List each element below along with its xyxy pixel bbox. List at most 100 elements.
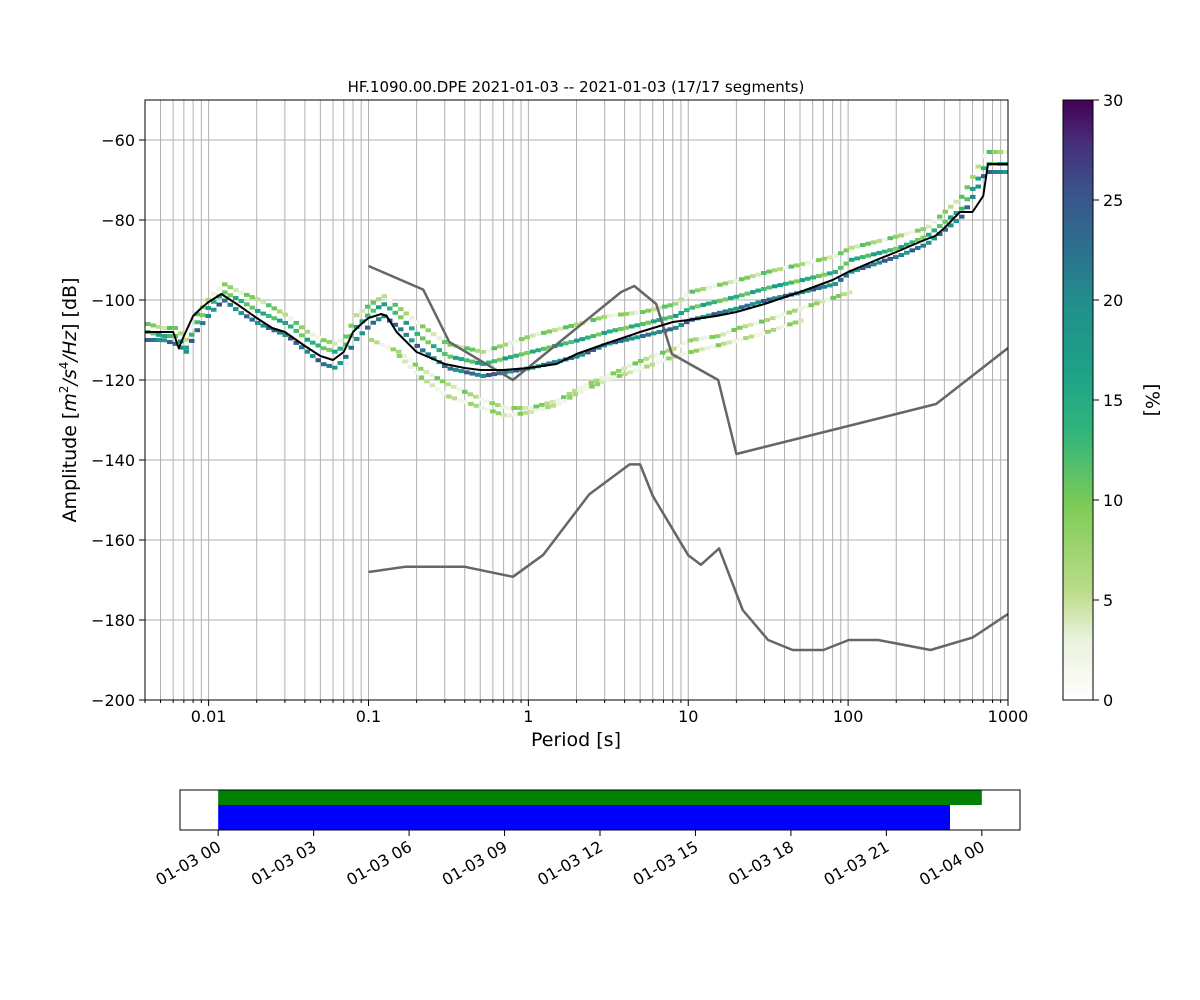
histogram-cell <box>805 260 811 265</box>
time-axis-ticks: 01-03 00 01-03 03 01-03 06 01-03 09 01-03 12… <box>152 830 988 889</box>
histogram-cell <box>409 326 415 331</box>
histogram-cell <box>486 360 492 365</box>
histogram-cell <box>560 395 567 400</box>
histogram-cell <box>574 354 580 359</box>
histogram-cell <box>643 356 649 361</box>
histogram-cell <box>462 400 469 405</box>
time-tick-label: 01-03 00 <box>152 837 224 889</box>
histogram-cell <box>473 403 480 408</box>
histogram-cell <box>524 335 530 340</box>
histogram-cell <box>414 331 420 336</box>
histogram-cell <box>689 289 695 294</box>
histogram-cell <box>145 322 151 326</box>
histogram-cell <box>626 363 633 368</box>
x-tick-label: 100 <box>833 707 864 726</box>
histogram-cell <box>753 321 759 326</box>
histogram-cell <box>183 349 189 354</box>
histogram-cell <box>578 389 584 394</box>
histogram-cell <box>413 370 419 375</box>
histogram-cell <box>876 250 882 255</box>
time-tick-label: 01-03 15 <box>630 837 702 889</box>
histogram-cell <box>161 334 167 338</box>
histogram-cell <box>607 313 613 318</box>
histogram-cell <box>475 360 481 365</box>
histogram-cell <box>486 373 492 378</box>
histogram-cell <box>742 324 748 329</box>
histogram-cell <box>538 402 545 407</box>
histogram-cell <box>299 345 305 350</box>
histogram-cell <box>189 324 195 329</box>
x-axis-label: Period [s] <box>531 729 621 751</box>
histogram-cell <box>150 331 156 336</box>
histogram-cell <box>605 377 612 382</box>
histogram-cell <box>145 338 151 342</box>
histogram-cell <box>519 367 525 372</box>
histogram-cell <box>384 345 391 350</box>
histogram-cell <box>648 354 655 359</box>
histogram-cell <box>750 290 756 295</box>
histogram-cell <box>469 347 475 352</box>
histogram-cell <box>304 337 310 342</box>
histogram-cell <box>882 249 888 254</box>
histogram-cell <box>396 354 403 358</box>
histogram-cell <box>953 211 959 216</box>
histogram-cell <box>915 238 921 243</box>
histogram-cell <box>904 242 910 247</box>
histogram-cell <box>461 389 468 394</box>
histogram-cell <box>490 409 496 414</box>
histogram-cell <box>838 251 844 256</box>
histogram-cell <box>649 362 656 367</box>
histogram-cell <box>222 298 228 303</box>
histogram-cell <box>211 307 217 312</box>
histogram-cell <box>700 302 706 307</box>
histogram-cell <box>810 275 816 280</box>
histogram-cell <box>508 340 514 345</box>
histogram-cell <box>816 258 822 263</box>
histogram-cell <box>607 341 613 346</box>
histogram-cell <box>777 295 783 300</box>
histogram-cell <box>953 199 959 204</box>
histogram-cell <box>986 150 992 154</box>
histogram-cell <box>359 331 365 336</box>
histogram-cell <box>841 292 847 297</box>
histogram-cell <box>799 262 805 267</box>
histogram-cell <box>948 223 954 228</box>
histogram-cell <box>816 274 822 279</box>
histogram-cell <box>700 286 706 291</box>
histogram-cell <box>931 219 937 224</box>
histogram-cell <box>282 312 288 317</box>
histogram-cell <box>838 265 844 270</box>
histogram-cell <box>368 338 374 342</box>
histogram-cell <box>589 384 595 389</box>
colorbar: 0 5 10 15 20 25 30 [%] <box>1062 91 1163 710</box>
histogram-cell <box>854 256 860 261</box>
histogram-cell <box>728 308 734 313</box>
histogram-cell <box>733 306 739 311</box>
histogram-cell <box>555 398 561 403</box>
histogram-cell <box>909 240 915 245</box>
histogram-cell <box>546 345 552 350</box>
histogram-cell <box>321 338 327 343</box>
histogram-cell <box>348 323 354 328</box>
histogram-cell <box>310 353 316 358</box>
histogram-cell <box>667 303 673 308</box>
histogram-cell <box>556 402 562 407</box>
histogram-cell <box>458 357 464 362</box>
histogram-cell <box>611 375 617 380</box>
histogram-cell <box>442 352 448 357</box>
histogram-cell <box>271 316 277 321</box>
histogram-cell <box>495 411 502 416</box>
histogram-cell <box>216 302 222 307</box>
histogram-cell <box>640 334 646 339</box>
coverage-bars <box>218 790 982 830</box>
histogram-cell <box>205 306 211 311</box>
histogram-cell <box>530 349 536 354</box>
histogram-cell <box>981 166 987 171</box>
histogram-cell <box>541 346 547 351</box>
histogram-cell <box>662 304 668 309</box>
histogram-cell <box>733 278 739 283</box>
histogram-cell <box>464 346 470 351</box>
histogram-cell <box>865 241 871 246</box>
data-coverage-panel: 01-03 00 01-03 03 01-03 06 01-03 09 01-03 12… <box>152 789 1021 889</box>
histogram-cell <box>860 255 866 260</box>
